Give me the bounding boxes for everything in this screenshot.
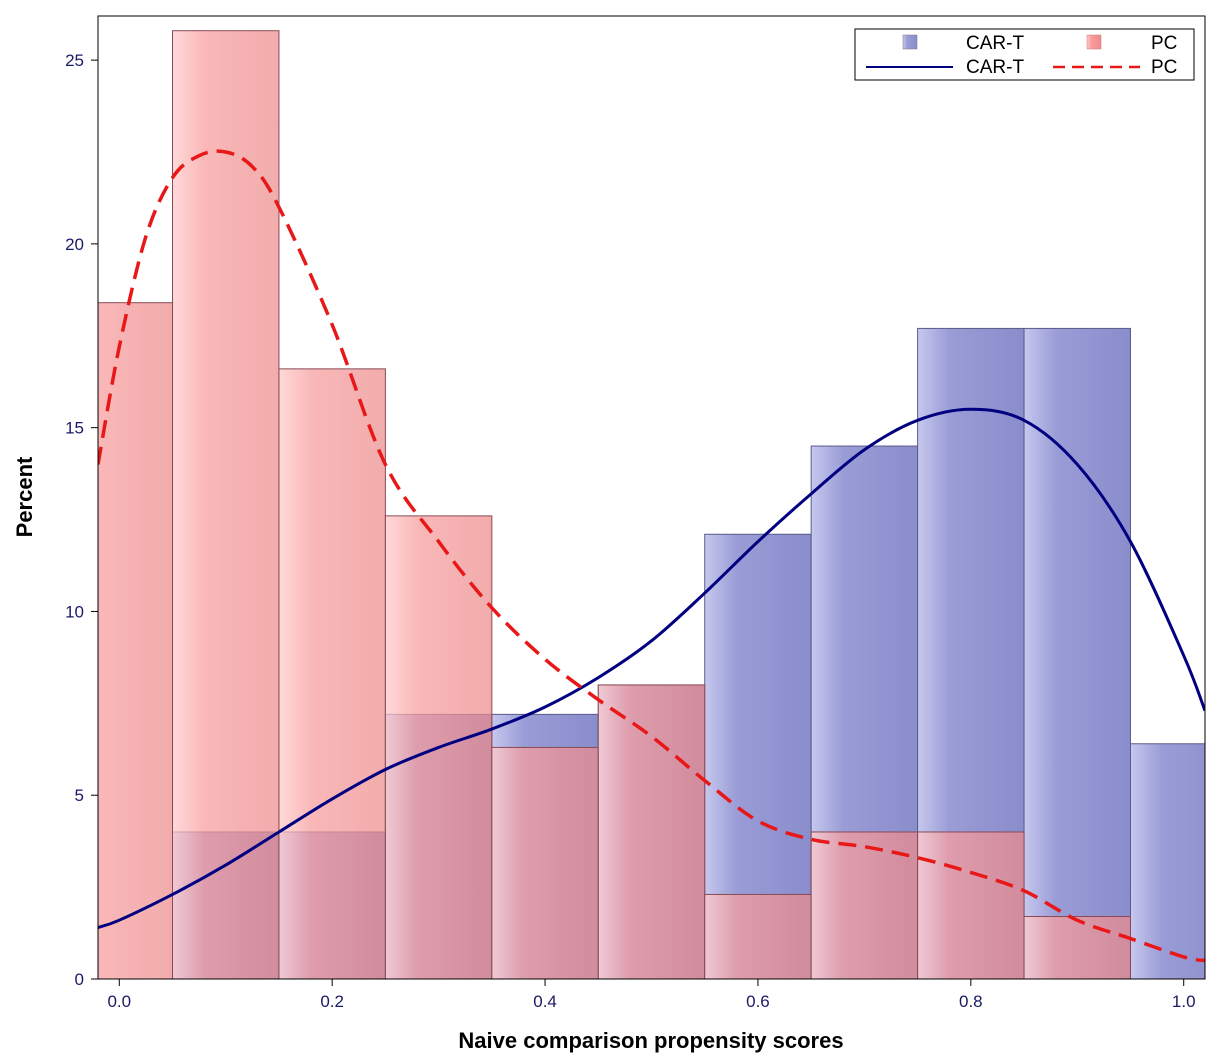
pc-bar xyxy=(810,831,919,979)
y-axis: 0 5 10 15 20 25 xyxy=(65,51,98,989)
pc-bar xyxy=(491,746,599,979)
legend-label-car-t-bar: CAR-T xyxy=(966,33,1024,54)
legend-swatch-car-t-bar xyxy=(902,34,918,50)
legend-label-pc-bar: PC xyxy=(1151,33,1177,54)
legend-swatch-pc-bar xyxy=(1086,34,1102,50)
pc-bar xyxy=(98,302,174,979)
y-tick-label: 0 xyxy=(75,970,84,989)
car-t-bar xyxy=(1023,327,1131,979)
pc-bar xyxy=(917,831,1025,979)
plot-frame xyxy=(97,15,1206,980)
pc-bar xyxy=(597,684,706,979)
x-tick-label: 0.4 xyxy=(533,992,557,1011)
y-tick-label: 5 xyxy=(75,786,84,805)
y-tick-label: 25 xyxy=(65,51,84,70)
car-t-bar xyxy=(1129,743,1205,979)
y-tick-label: 10 xyxy=(65,602,84,621)
y-tick-label: 20 xyxy=(65,235,84,254)
pc-bar xyxy=(704,893,812,979)
y-tick-label: 15 xyxy=(65,419,84,438)
pc-bar xyxy=(278,368,386,979)
x-tick-label: 0.6 xyxy=(746,992,770,1011)
pc-histogram xyxy=(98,30,1131,979)
density-curves xyxy=(98,149,1205,963)
pc-bar xyxy=(172,30,280,979)
x-tick-label: 1.0 xyxy=(1172,992,1196,1011)
x-tick-label: 0.2 xyxy=(320,992,344,1011)
x-axis: 0.0 0.2 0.4 0.6 0.8 1.0 xyxy=(107,979,1196,1011)
x-tick-label: 0.8 xyxy=(959,992,983,1011)
legend-label-pc-line: PC xyxy=(1151,57,1177,78)
legend: CAR-T PC CAR-T PC xyxy=(854,28,1195,81)
x-tick-label: 0.0 xyxy=(107,992,131,1011)
y-axis-title: Percent xyxy=(12,456,37,537)
x-axis-title: Naive comparison propensity scores xyxy=(458,1028,843,1053)
car-t-density-line xyxy=(98,407,1205,929)
legend-label-car-t-line: CAR-T xyxy=(966,57,1024,78)
pc-density-line xyxy=(98,149,1205,963)
pc-bar xyxy=(1023,916,1131,979)
